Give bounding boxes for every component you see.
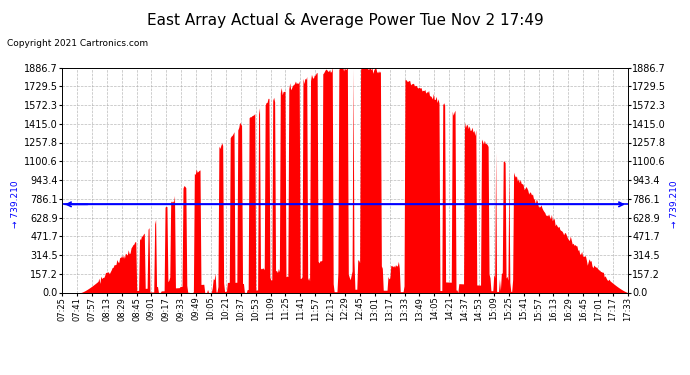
Text: Copyright 2021 Cartronics.com: Copyright 2021 Cartronics.com xyxy=(7,39,148,48)
Text: East Array Actual & Average Power Tue Nov 2 17:49: East Array Actual & Average Power Tue No… xyxy=(146,13,544,28)
Text: → 739.210: → 739.210 xyxy=(10,180,20,228)
Text: → 739.210: → 739.210 xyxy=(670,180,680,228)
